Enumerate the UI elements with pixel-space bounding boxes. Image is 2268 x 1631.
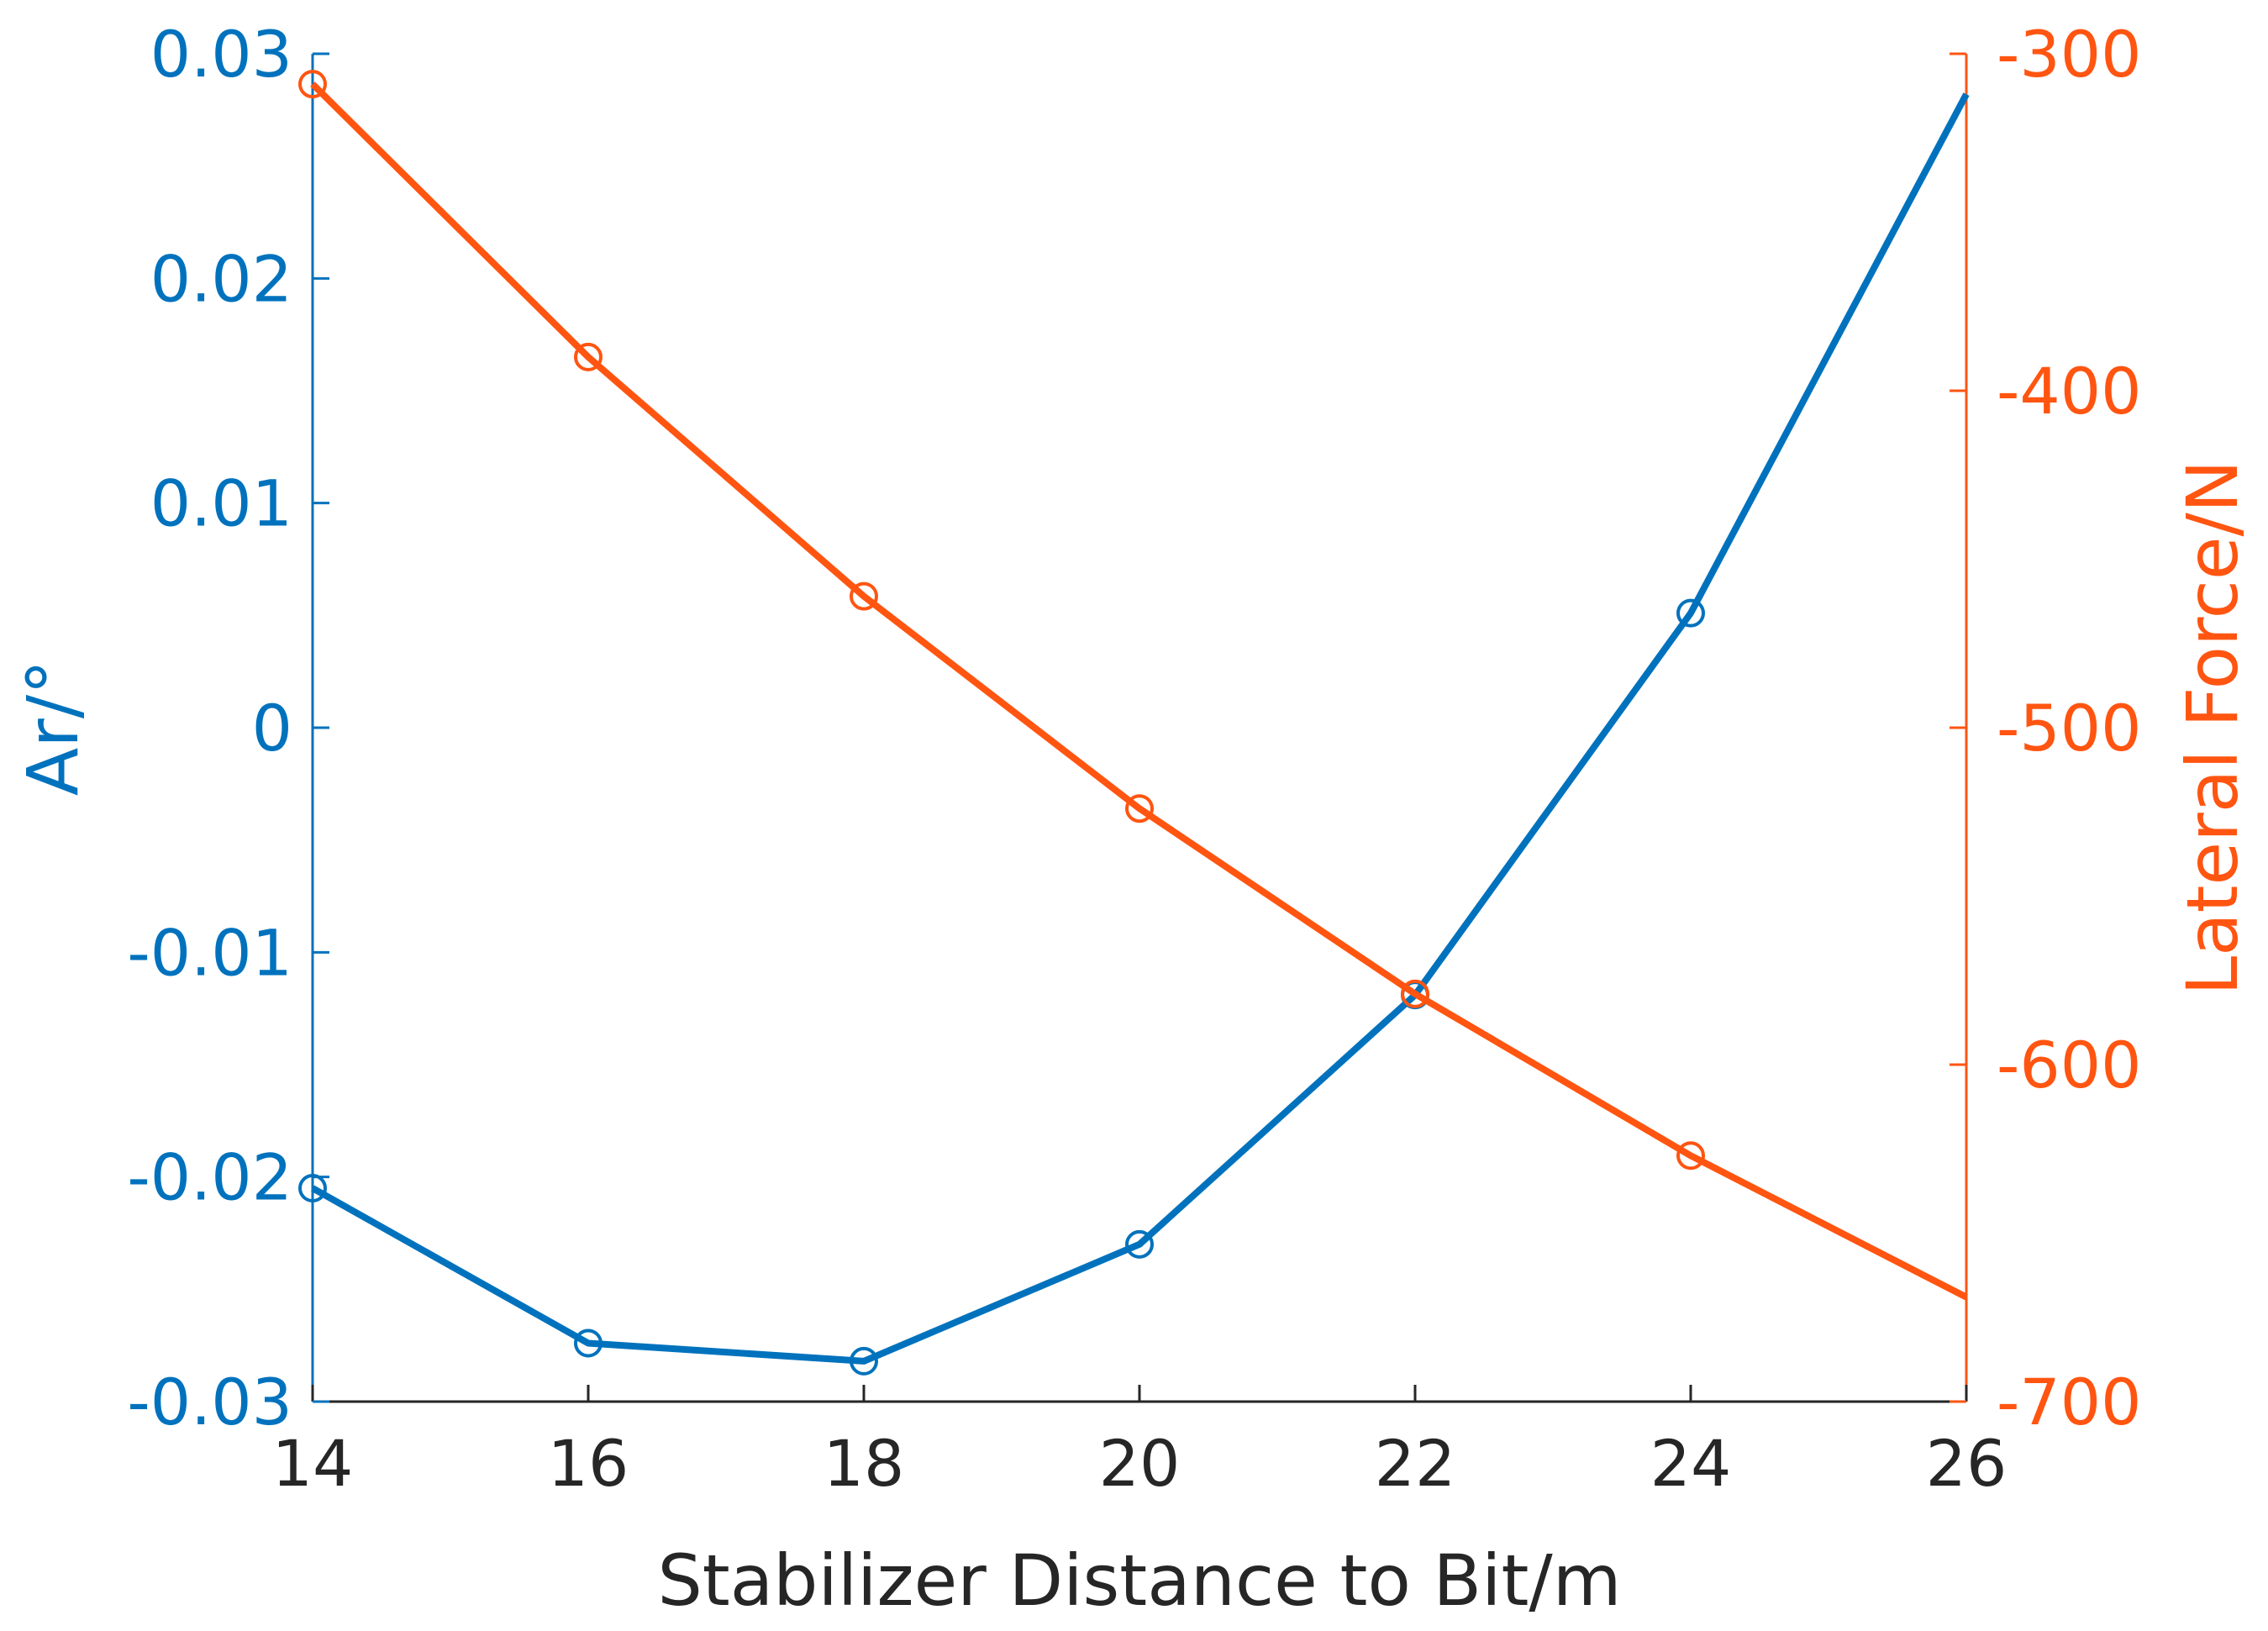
ar-data-point	[574, 1328, 603, 1358]
right-y-tick-label: -700	[1997, 1365, 2141, 1439]
x-tick-label: 20	[1099, 1426, 1181, 1501]
right-y-tick-label: -300	[1997, 17, 2141, 92]
x-tick-label: 26	[1926, 1426, 2008, 1501]
left-y-tick-label: -0.03	[127, 1365, 292, 1439]
right-y-tick-label: -500	[1997, 691, 2141, 766]
ar-series-line	[311, 92, 1970, 1365]
lateral-force-data-point	[298, 70, 327, 99]
ar-data-point	[1676, 598, 1705, 628]
x-tick-label: 22	[1375, 1426, 1456, 1501]
x-tick-label: 16	[548, 1426, 629, 1501]
lateral-force-series-line	[310, 82, 1968, 1301]
lateral-force-data-point	[1401, 979, 1429, 1008]
tick-labels: 14 16 18 20 22 24 26 -0.03 -0.02 -0.01 0 0.01 0.02 0.…	[127, 17, 2141, 1501]
right-y-tick-label: -600	[1997, 1028, 2141, 1102]
ar-data-point	[1125, 1229, 1154, 1259]
x-tick-label: 18	[824, 1426, 905, 1501]
lateral-force-data-point	[574, 342, 603, 371]
lateral-force-data-point	[1125, 794, 1154, 823]
axes	[311, 52, 1968, 1403]
series-layer	[298, 70, 1970, 1376]
left-y-tick-label: -0.01	[127, 915, 292, 990]
left-y-tick-label: 0.03	[150, 17, 292, 92]
right-y-axis-label: Lateral Force/N	[2171, 460, 2254, 995]
ar-data-point	[850, 1346, 878, 1376]
right-y-tick-label: -400	[1997, 354, 2141, 429]
lateral-force-data-point	[1676, 1141, 1705, 1171]
lateral-force-data-point	[850, 581, 878, 611]
left-y-axis-label: Ar/°	[12, 660, 94, 796]
x-tick-label: 14	[272, 1426, 354, 1501]
x-tick-label: 24	[1650, 1426, 1732, 1501]
left-y-tick-label: -0.02	[127, 1140, 292, 1215]
ar-data-point	[298, 1174, 327, 1203]
left-y-tick-label: 0.01	[150, 466, 292, 541]
left-y-tick-label: 0	[252, 691, 292, 766]
left-y-tick-label: 0.02	[150, 241, 292, 316]
x-axis-label: Stabilizer Distance to Bit/m	[657, 1539, 1621, 1622]
